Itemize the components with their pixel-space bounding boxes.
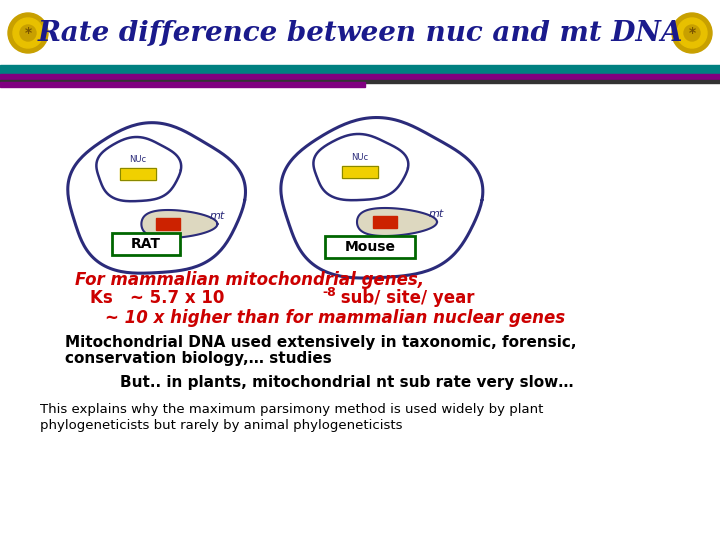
Text: phylogeneticists but rarely by animal phylogeneticists: phylogeneticists but rarely by animal ph… <box>40 420 402 433</box>
Circle shape <box>8 13 48 53</box>
Bar <box>120 168 156 180</box>
Text: *: * <box>688 26 696 40</box>
Bar <box>0 82 365 87</box>
Circle shape <box>20 25 36 41</box>
Bar <box>0 0 720 65</box>
Bar <box>0 80 720 83</box>
Text: mt: mt <box>429 209 444 219</box>
Bar <box>342 166 378 178</box>
Bar <box>156 218 180 230</box>
Circle shape <box>13 18 43 48</box>
Text: *: * <box>24 26 32 40</box>
Text: Mouse: Mouse <box>344 240 395 254</box>
Circle shape <box>672 13 712 53</box>
Bar <box>325 236 415 258</box>
Circle shape <box>677 18 707 48</box>
Bar <box>112 233 180 255</box>
Text: This explains why the maximum parsimony method is used widely by plant: This explains why the maximum parsimony … <box>40 403 544 416</box>
Bar <box>373 216 397 228</box>
Polygon shape <box>141 210 217 238</box>
Bar <box>342 166 378 178</box>
Text: NUc: NUc <box>130 156 147 165</box>
Polygon shape <box>357 208 437 236</box>
Text: Ks   ~ 5.7 x 10: Ks ~ 5.7 x 10 <box>90 289 225 307</box>
Text: -8: -8 <box>322 286 336 299</box>
Text: conservation biology,… studies: conservation biology,… studies <box>65 352 332 367</box>
Text: But.. in plants, mitochondrial nt sub rate very slow…: But.. in plants, mitochondrial nt sub ra… <box>120 375 574 389</box>
Text: ~ 10 x higher than for mammalian nuclear genes: ~ 10 x higher than for mammalian nuclear… <box>105 309 565 327</box>
Text: sub/ site/ year: sub/ site/ year <box>335 289 474 307</box>
Text: Mitochondrial DNA used extensively in taxonomic, forensic,: Mitochondrial DNA used extensively in ta… <box>65 334 577 349</box>
Text: NUc: NUc <box>351 153 369 163</box>
Text: mt: mt <box>210 211 225 221</box>
Text: Rate difference between nuc and mt DNA: Rate difference between nuc and mt DNA <box>37 19 683 46</box>
Circle shape <box>684 25 700 41</box>
Bar <box>0 74 720 80</box>
Bar <box>120 168 156 180</box>
Bar <box>0 65 720 74</box>
Text: RAT: RAT <box>131 237 161 251</box>
Text: For mammalian mitochondrial genes,: For mammalian mitochondrial genes, <box>75 271 424 289</box>
